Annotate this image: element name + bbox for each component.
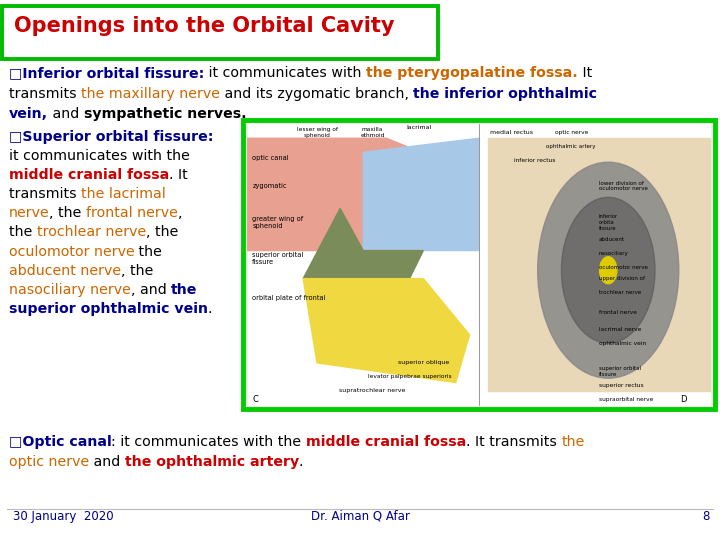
Text: middle cranial fossa: middle cranial fossa	[306, 435, 467, 449]
Text: the ophthalmic artery: the ophthalmic artery	[125, 455, 299, 469]
Text: optic canal: optic canal	[252, 155, 289, 161]
Text: . It transmits: . It transmits	[467, 435, 562, 449]
Bar	[248, 124, 710, 405]
Polygon shape	[303, 208, 423, 279]
Polygon shape	[364, 138, 479, 251]
Text: and its zygomatic branch,: and its zygomatic branch,	[220, 87, 413, 101]
Text: trochlear nerve: trochlear nerve	[599, 290, 642, 295]
Text: C: C	[252, 395, 258, 404]
Text: , the: , the	[121, 264, 153, 278]
Text: sympathetic nerves.: sympathetic nerves.	[84, 107, 246, 122]
Text: superior oblique: superior oblique	[397, 360, 449, 366]
Text: and: and	[48, 107, 84, 122]
FancyBboxPatch shape	[2, 6, 438, 59]
Text: inferior rectus: inferior rectus	[513, 158, 555, 163]
Text: lower division of
oculomotor nerve: lower division of oculomotor nerve	[599, 180, 648, 191]
Text: .: .	[207, 302, 212, 316]
Text: and: and	[89, 455, 125, 469]
Text: the: the	[9, 226, 37, 239]
Text: superior orbital
fissure: superior orbital fissure	[252, 253, 304, 266]
FancyBboxPatch shape	[243, 120, 715, 409]
Text: upper division of: upper division of	[599, 276, 645, 281]
Text: it communicates with the: it communicates with the	[9, 148, 189, 163]
Text: vein,: vein,	[9, 107, 48, 122]
Polygon shape	[303, 279, 469, 382]
Text: levator palpebrae superioris: levator palpebrae superioris	[368, 374, 451, 380]
Text: , the: , the	[50, 206, 86, 220]
Text: .: .	[299, 455, 303, 469]
Text: trochlear nerve: trochlear nerve	[37, 226, 145, 239]
Text: the maxillary nerve: the maxillary nerve	[81, 87, 220, 101]
Text: frontal nerve: frontal nerve	[599, 310, 637, 315]
Text: optic nerve: optic nerve	[9, 455, 89, 469]
Text: medial rectus: medial rectus	[490, 130, 533, 135]
Polygon shape	[248, 138, 456, 251]
Text: the pterygopalatine fossa.: the pterygopalatine fossa.	[366, 66, 577, 80]
Text: abducent nerve: abducent nerve	[9, 264, 121, 278]
Text: □Optic canal: □Optic canal	[9, 435, 112, 449]
Text: □Superior orbital fissure:: □Superior orbital fissure:	[9, 130, 213, 144]
Text: the: the	[171, 283, 197, 297]
Text: the lacrimal: the lacrimal	[81, 187, 166, 201]
Text: ophthalmic vein: ophthalmic vein	[599, 341, 646, 346]
Text: , the: , the	[145, 226, 178, 239]
Text: frontal nerve: frontal nerve	[86, 206, 178, 220]
Text: nasociliary: nasociliary	[599, 251, 629, 256]
Text: ophthalmic artery: ophthalmic artery	[546, 144, 596, 149]
Text: greater wing of
sphenoid: greater wing of sphenoid	[252, 216, 303, 229]
Text: . It: . It	[169, 168, 188, 182]
Text: lacrimal: lacrimal	[406, 125, 431, 130]
Text: 30 January  2020: 30 January 2020	[13, 510, 114, 523]
Text: : it communicates with the: : it communicates with the	[112, 435, 306, 449]
Text: Dr. Aiman Q Afar: Dr. Aiman Q Afar	[310, 510, 410, 523]
Text: zygomatic: zygomatic	[252, 183, 287, 189]
Text: the: the	[562, 435, 585, 449]
Ellipse shape	[600, 256, 617, 284]
Text: the inferior ophthalmic: the inferior ophthalmic	[413, 87, 598, 101]
Text: superior ophthalmic vein: superior ophthalmic vein	[9, 302, 207, 316]
Text: abducent: abducent	[599, 237, 625, 242]
Text: 8: 8	[702, 510, 709, 523]
Text: Openings into the Orbital Cavity: Openings into the Orbital Cavity	[14, 16, 395, 36]
Text: maxilla
ethmoid: maxilla ethmoid	[360, 127, 384, 138]
Text: the: the	[135, 245, 162, 259]
Text: ,: ,	[178, 206, 183, 220]
Text: middle cranial fossa: middle cranial fossa	[9, 168, 169, 182]
Text: nasociliary nerve: nasociliary nerve	[9, 283, 130, 297]
Ellipse shape	[538, 162, 679, 378]
Text: supratrochlear nerve: supratrochlear nerve	[339, 388, 405, 394]
Text: superior orbital
fissure: superior orbital fissure	[599, 366, 641, 377]
Text: orbital plate of frontal: orbital plate of frontal	[252, 295, 326, 301]
Ellipse shape	[562, 197, 655, 343]
Text: transmits: transmits	[9, 187, 81, 201]
Text: D: D	[680, 395, 687, 404]
Text: it communicates with: it communicates with	[204, 66, 366, 80]
Text: lesser wing of
sphenoid: lesser wing of sphenoid	[297, 127, 338, 138]
Text: optic nerve: optic nerve	[554, 130, 588, 135]
Text: transmits: transmits	[9, 87, 81, 101]
Text: It: It	[577, 66, 592, 80]
Text: supraorbital nerve: supraorbital nerve	[599, 397, 653, 402]
Polygon shape	[488, 138, 710, 391]
Text: oculomotor nerve: oculomotor nerve	[9, 245, 135, 259]
Text: superior rectus: superior rectus	[599, 383, 644, 388]
Text: oculomotor nerve: oculomotor nerve	[599, 265, 648, 270]
Text: , and: , and	[130, 283, 171, 297]
Text: inferior
orbita
fissure: inferior orbita fissure	[599, 214, 618, 231]
Text: □Inferior orbital fissure:: □Inferior orbital fissure:	[9, 66, 204, 80]
Text: nerve: nerve	[9, 206, 50, 220]
Text: lacrimal nerve: lacrimal nerve	[599, 327, 642, 332]
